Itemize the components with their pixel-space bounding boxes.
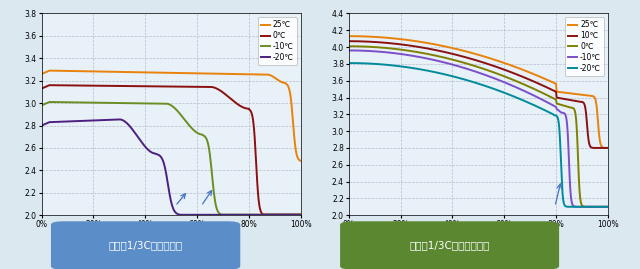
- 25℃: [508, 64, 516, 67]
- 25℃: [532, 73, 540, 77]
- -10℃: [604, 205, 612, 208]
- 10℃: [447, 52, 455, 55]
- 25℃: [429, 43, 437, 46]
- -10℃: [202, 135, 209, 139]
- -10℃: [38, 104, 45, 107]
- 0℃: [260, 213, 268, 216]
- -20℃: [566, 205, 574, 208]
- -20℃: [533, 105, 541, 108]
- 0℃: [345, 45, 353, 48]
- 25℃: [123, 70, 131, 74]
- Line: 10℃: 10℃: [349, 41, 608, 148]
- 10℃: [593, 146, 601, 150]
- Line: -20℃: -20℃: [349, 63, 608, 207]
- 0℃: [225, 96, 233, 99]
- 0℃: [227, 97, 234, 100]
- 10℃: [376, 41, 384, 44]
- 10℃: [532, 81, 540, 84]
- Line: -20℃: -20℃: [42, 119, 301, 215]
- 25℃: [70, 69, 77, 73]
- 0℃: [123, 84, 131, 88]
- 0℃: [141, 84, 148, 88]
- 10℃: [345, 40, 353, 43]
- Legend: 25℃, 0℃, -10℃, -20℃: 25℃, 0℃, -10℃, -20℃: [258, 17, 297, 65]
- 0℃: [297, 213, 305, 216]
- 25℃: [447, 46, 455, 49]
- -20℃: [116, 118, 124, 121]
- -20℃: [177, 213, 184, 216]
- Text: 电压在1/3C下掩的很快: 电压在1/3C下掩的很快: [109, 240, 182, 250]
- -10℃: [218, 213, 226, 216]
- 25℃: [604, 146, 612, 150]
- 25℃: [45, 69, 53, 72]
- -20℃: [227, 213, 235, 216]
- 25℃: [297, 159, 305, 162]
- Line: -10℃: -10℃: [349, 51, 608, 207]
- -10℃: [123, 101, 131, 105]
- -10℃: [429, 58, 437, 61]
- -20℃: [202, 213, 210, 216]
- 0℃: [70, 84, 77, 87]
- -20℃: [69, 120, 77, 123]
- 0℃: [38, 87, 45, 90]
- -10℃: [345, 49, 353, 52]
- 0℃: [508, 78, 516, 81]
- -20℃: [141, 145, 148, 148]
- -20℃: [429, 70, 437, 73]
- -10℃: [45, 100, 53, 104]
- 25℃: [227, 72, 234, 76]
- FancyBboxPatch shape: [51, 221, 240, 269]
- -20℃: [376, 63, 384, 66]
- 0℃: [532, 88, 540, 91]
- 0℃: [604, 205, 612, 208]
- 0℃: [45, 84, 53, 87]
- -20℃: [123, 121, 131, 125]
- 25℃: [345, 34, 353, 38]
- -10℃: [575, 205, 582, 208]
- FancyBboxPatch shape: [340, 221, 559, 269]
- -10℃: [447, 63, 455, 66]
- 0℃: [202, 85, 209, 89]
- 0℃: [376, 46, 384, 49]
- 10℃: [429, 48, 437, 51]
- -10℃: [141, 102, 148, 105]
- -10℃: [227, 213, 235, 216]
- Line: 25℃: 25℃: [42, 71, 301, 161]
- 0℃: [429, 54, 437, 57]
- -10℃: [532, 95, 540, 98]
- -10℃: [297, 213, 305, 216]
- -10℃: [376, 50, 384, 53]
- 25℃: [202, 72, 209, 75]
- -10℃: [226, 213, 234, 216]
- -10℃: [533, 95, 541, 99]
- -20℃: [532, 104, 540, 108]
- -20℃: [38, 124, 45, 127]
- -20℃: [508, 94, 516, 97]
- 10℃: [604, 146, 612, 150]
- -20℃: [604, 205, 612, 208]
- -20℃: [226, 213, 234, 216]
- 25℃: [376, 36, 384, 39]
- 10℃: [533, 81, 541, 84]
- 25℃: [225, 72, 233, 76]
- Line: -10℃: -10℃: [42, 102, 301, 215]
- 25℃: [141, 71, 148, 74]
- Text: 电压在1/3C下保持还可以: 电压在1/3C下保持还可以: [410, 240, 490, 250]
- 25℃: [533, 74, 541, 77]
- Legend: 25℃, 10℃, 0℃, -10℃, -20℃: 25℃, 10℃, 0℃, -10℃, -20℃: [565, 17, 604, 76]
- 0℃: [447, 58, 455, 61]
- Line: 25℃: 25℃: [349, 36, 608, 148]
- 0℃: [533, 89, 541, 92]
- -10℃: [70, 101, 77, 104]
- Line: 0℃: 0℃: [349, 46, 608, 207]
- -10℃: [508, 84, 516, 87]
- Line: 0℃: 0℃: [42, 85, 301, 214]
- -20℃: [447, 74, 455, 77]
- -20℃: [345, 61, 353, 65]
- 25℃: [38, 72, 45, 76]
- 10℃: [508, 71, 516, 74]
- -20℃: [297, 213, 305, 216]
- 0℃: [584, 205, 592, 208]
